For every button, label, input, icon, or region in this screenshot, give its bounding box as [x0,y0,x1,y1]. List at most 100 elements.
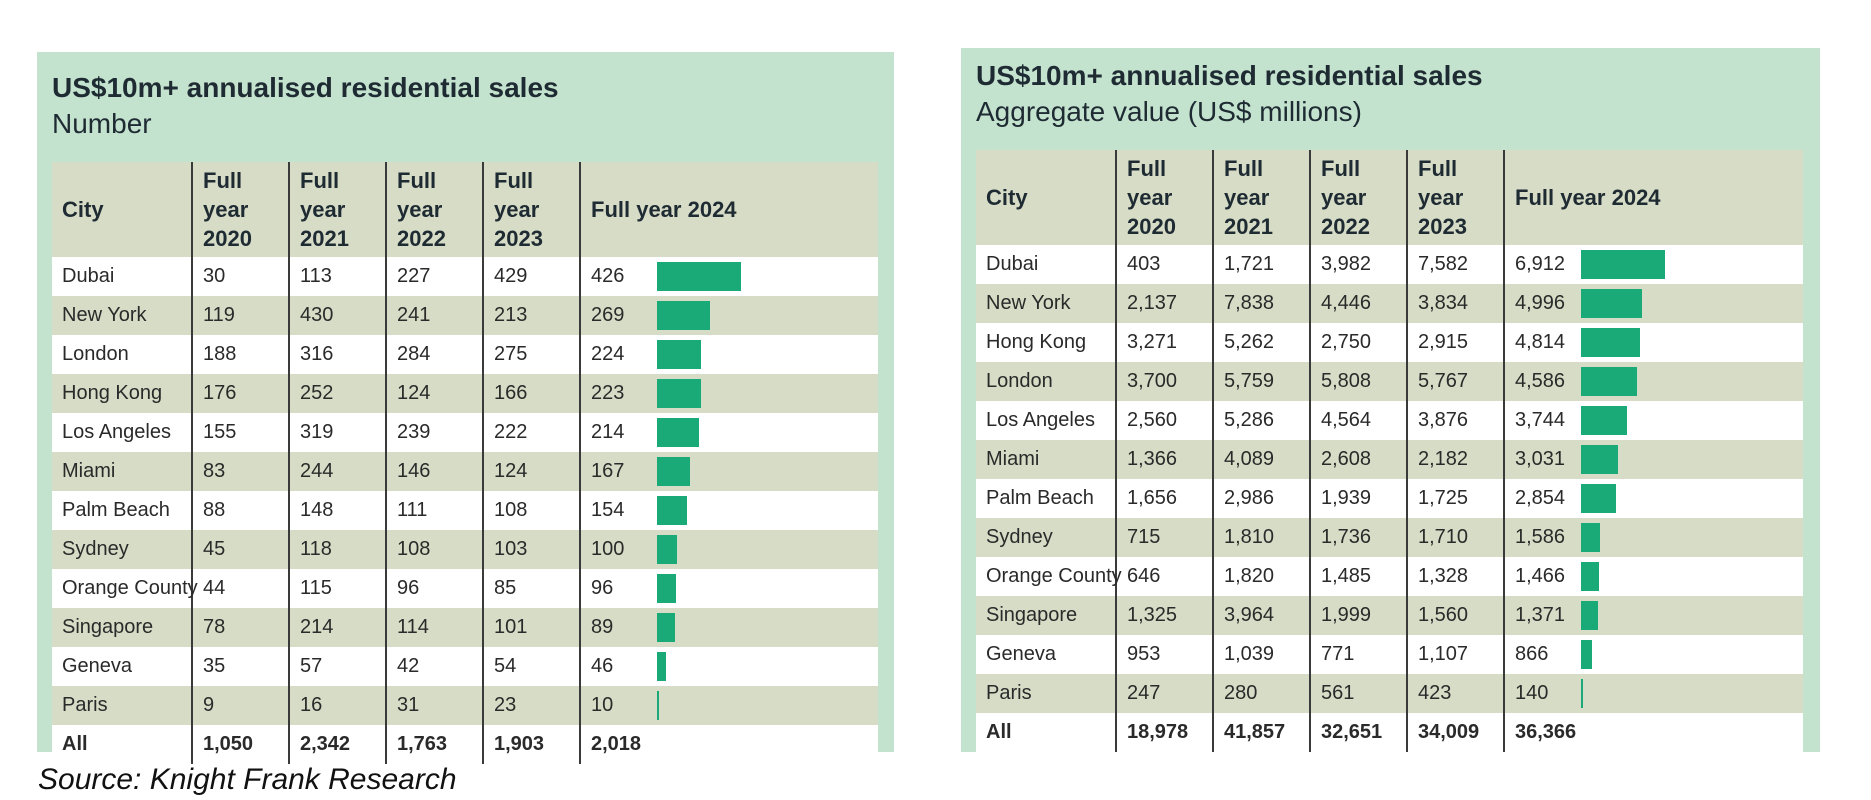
value-cell: 284 [385,335,483,374]
value-text: 16 [300,694,323,716]
value-text: 241 [397,304,431,326]
city-cell: Miami [52,452,192,491]
value-text: 54 [494,655,517,677]
value-text: 85 [494,577,517,599]
table-row: Dubai 403 1,721 3,982 7,582 6,912 [976,245,1803,284]
value-text: 3,834 [1418,292,1469,314]
bar-2024 [657,691,659,720]
value-text: 9 [203,694,215,716]
value-text: 78 [203,616,226,638]
total-value-cell: 1,903 [482,725,580,764]
value-text: 403 [1127,253,1161,275]
value-cell: 103 [482,530,580,569]
value-cell: 5,767 [1406,362,1504,401]
table-row: Hong Kong 3,271 5,262 2,750 2,915 4,814 [976,323,1803,362]
value-text: 426 [591,265,625,287]
value-text: 2,137 [1127,292,1178,314]
value-text: 6,912 [1515,253,1566,275]
value-cell: 115 [288,569,386,608]
bar-2024 [657,301,711,330]
value-text: 146 [397,460,431,482]
value-cell: 213 [482,296,580,335]
value-cell: 83 [191,452,289,491]
value-cell-2024: 3,031 [1503,440,1803,479]
value-cell-2024: 4,814 [1503,323,1803,362]
value-text: 114 [397,616,429,638]
value-cell: 111 [385,491,483,530]
value-cell-2024: 1,371 [1503,596,1803,635]
value-cell-2024: 214 [579,413,878,452]
value-text: 115 [300,577,332,599]
value-cell: 4,446 [1309,284,1407,323]
value-text: 1,656 [1127,487,1178,509]
table-row: Los Angeles 2,560 5,286 4,564 3,876 3,744 [976,401,1803,440]
city-cell: Los Angeles [976,401,1116,440]
value-cell: 214 [288,608,386,647]
value-cell-2024: 167 [579,452,878,491]
city-cell: Sydney [52,530,192,569]
value-text: 1,710 [1418,526,1469,548]
value-text: 316 [300,343,334,365]
city-cell: Palm Beach [976,479,1116,518]
value-text: 96 [591,577,614,599]
value-text: 715 [1127,526,1161,548]
value-cell: 176 [191,374,289,413]
value-cell: 31 [385,686,483,725]
value-text: 7,838 [1224,292,1275,314]
value-text: 188 [203,343,237,365]
value-text: 3,031 [1515,448,1566,470]
value-cell: 119 [191,296,289,335]
panel-title: US$10m+ annualised residential sales [976,60,1483,91]
bar-2024 [657,418,700,447]
value-cell: 2,137 [1115,284,1213,323]
value-cell-2024: 4,586 [1503,362,1803,401]
value-text: 166 [494,382,528,404]
table-row: Sydney 45 118 108 103 100 [52,530,878,569]
value-cell: 280 [1212,674,1310,713]
value-cell-2024: 46 [579,647,878,686]
value-cell: 124 [385,374,483,413]
panel-title: US$10m+ annualised residential sales [52,72,559,103]
value-cell: 715 [1115,518,1213,557]
panel-subtitle: Aggregate value (US$ millions) [976,96,1362,127]
value-text: 46 [591,655,614,677]
value-text: 2,915 [1418,331,1469,353]
value-text: 1,810 [1224,526,1275,548]
value-cell-2024: 223 [579,374,878,413]
value-cell-2024: 10 [579,686,878,725]
value-text: 2,560 [1127,409,1178,431]
value-text: 31 [397,694,420,716]
value-cell-2024: 866 [1503,635,1803,674]
value-cell-2024: 1,466 [1503,557,1803,596]
value-text: 2,608 [1321,448,1372,470]
value-text: 124 [494,460,528,482]
column-header-year: Full year 2021 [1212,150,1310,245]
value-cell: 252 [288,374,386,413]
value-cell: 44 [191,569,289,608]
value-cell: 7,838 [1212,284,1310,323]
value-text: 5,808 [1321,370,1372,392]
value-cell: 227 [385,257,483,296]
value-text: 57 [300,655,323,677]
value-text: 247 [1127,682,1161,704]
value-text: 1,560 [1418,604,1469,626]
bar-2024 [657,340,702,369]
total-value-cell: 1,050 [191,725,289,764]
value-cell-2024: 154 [579,491,878,530]
value-text: 1,107 [1418,643,1469,665]
value-text: 101 [494,616,528,638]
value-cell: 1,485 [1309,557,1407,596]
value-text: 269 [591,304,625,326]
value-text: 1,725 [1418,487,1469,509]
value-text: 111 [397,499,428,521]
total-row: All 1,050 2,342 1,763 1,903 2,018 [52,725,878,764]
value-cell: 3,700 [1115,362,1213,401]
column-header-year: Full year 2020 [1115,150,1213,245]
value-cell-2024: 2,854 [1503,479,1803,518]
total-value-cell: 2,018 [579,725,878,764]
value-cell: 146 [385,452,483,491]
value-text: 423 [1418,682,1452,704]
value-cell: 85 [482,569,580,608]
table-row: Dubai 30 113 227 429 426 [52,257,878,296]
bar-2024 [1581,289,1642,318]
